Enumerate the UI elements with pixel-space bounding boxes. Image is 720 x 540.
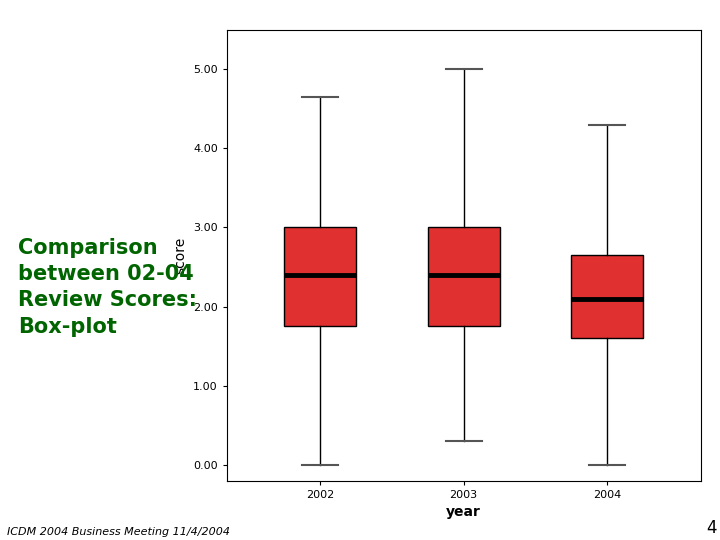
- Text: ICDM 2004 Business Meeting 11/4/2004: ICDM 2004 Business Meeting 11/4/2004: [7, 527, 230, 537]
- Text: 4: 4: [706, 519, 716, 537]
- Text: IEEE: IEEE: [65, 44, 80, 50]
- Text: Comparison
between 02-04
Review Scores:
Box-plot: Comparison between 02-04 Review Scores: …: [18, 238, 197, 337]
- PathPatch shape: [284, 227, 356, 326]
- PathPatch shape: [428, 227, 500, 326]
- Text: Φ: Φ: [64, 68, 81, 87]
- PathPatch shape: [572, 255, 643, 338]
- Text: COMPUTER: COMPUTER: [99, 64, 178, 77]
- X-axis label: year: year: [446, 505, 481, 519]
- Y-axis label: score: score: [174, 237, 187, 274]
- Text: SOCIETY: SOCIETY: [117, 93, 161, 103]
